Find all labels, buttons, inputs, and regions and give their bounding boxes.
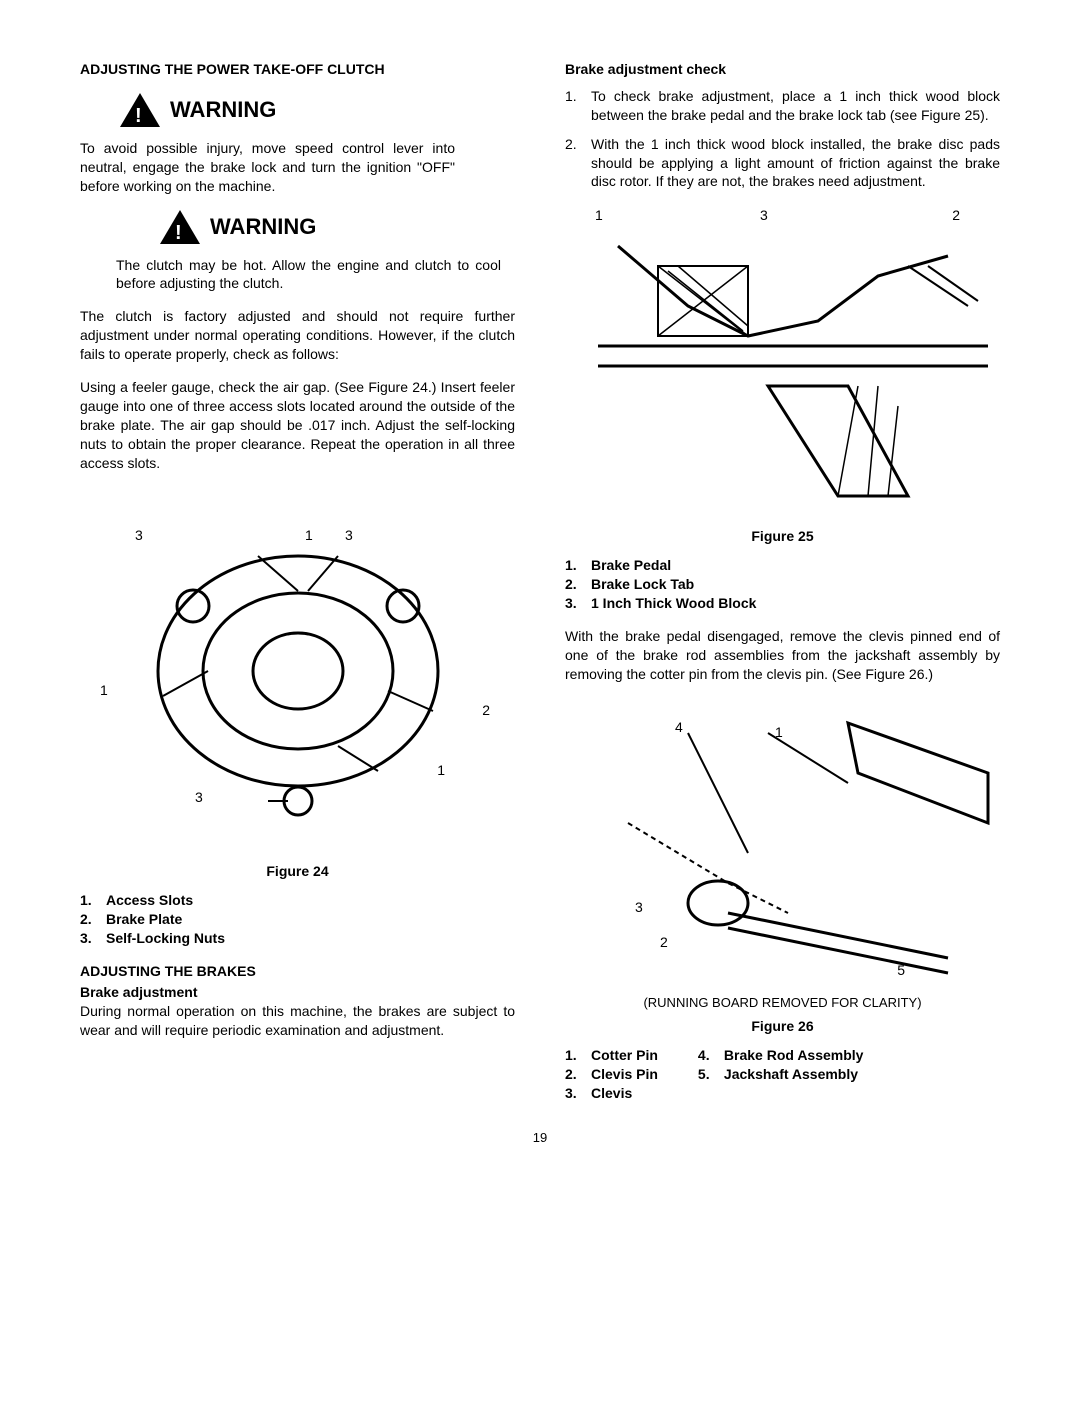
list-item: 3.1 Inch Thick Wood Block (565, 594, 1000, 613)
warning-1-text: To avoid possible injury, move speed con… (80, 139, 455, 196)
page-number: 19 (80, 1129, 1000, 1147)
fig25-callout-1: 1 (595, 206, 603, 225)
figure-25: 1 3 2 (565, 201, 1000, 521)
list-item: 1.Cotter Pin (565, 1046, 658, 1065)
fig24-callout-3b: 3 (345, 526, 353, 545)
subheading-brake-check: Brake adjustment check (565, 60, 1000, 79)
fig24-callout-3a: 3 (135, 526, 143, 545)
legend-left: 1.Cotter Pin 2.Clevis Pin 3.Clevis (565, 1046, 658, 1103)
list-item: 1.To check brake adjustment, place a 1 i… (565, 87, 1000, 125)
figure-24: 3 1 3 1 2 1 3 (80, 486, 515, 856)
warning-icon (160, 210, 200, 244)
warning-label: WARNING (210, 212, 316, 242)
fig25-callout-3: 3 (760, 206, 768, 225)
figure-26-note: (RUNNING BOARD REMOVED FOR CLARITY) (565, 994, 1000, 1012)
clevis-para: With the brake pedal disengaged, remove … (565, 627, 1000, 684)
list-item: 4.Brake Rod Assembly (698, 1046, 864, 1065)
subheading-brake-adjustment: Brake adjustment (80, 983, 515, 1002)
list-item: 5.Jackshaft Assembly (698, 1065, 864, 1084)
fig24-callout-1c: 1 (437, 761, 445, 780)
fig24-callout-1: 1 (305, 526, 313, 545)
legend-right: 4.Brake Rod Assembly 5.Jackshaft Assembl… (698, 1046, 864, 1103)
list-item: 2.Brake Lock Tab (565, 575, 1000, 594)
fig26-callout-3: 3 (635, 898, 643, 917)
fig24-callout-3c: 3 (195, 788, 203, 807)
clutch-para-1: The clutch is factory adjusted and shoul… (80, 307, 515, 364)
heading-pto-clutch: ADJUSTING THE POWER TAKE-OFF CLUTCH (80, 60, 515, 79)
fig26-callout-5: 5 (897, 961, 905, 980)
figure-26-caption: Figure 26 (565, 1017, 1000, 1036)
brake-adjustment-para: During normal operation on this machine,… (80, 1002, 515, 1040)
figure-25-legend: 1.Brake Pedal 2.Brake Lock Tab 3.1 Inch … (565, 556, 1000, 613)
figure-24-caption: Figure 24 (80, 862, 515, 881)
figure-26: 4 1 3 2 5 (565, 698, 1000, 988)
clutch-para-2: Using a feeler gauge, check the air gap.… (80, 378, 515, 472)
warning-block-2: WARNING (160, 210, 515, 244)
warning-label: WARNING (170, 95, 276, 125)
list-item: 3.Clevis (565, 1084, 658, 1103)
figure-24-svg (128, 491, 468, 851)
fig25-callout-2: 2 (952, 206, 960, 225)
list-item: 2.Brake Plate (80, 910, 515, 929)
list-item: 3.Self-Locking Nuts (80, 929, 515, 948)
figure-26-svg (568, 703, 998, 983)
warning-2-text: The clutch may be hot. Allow the engine … (116, 256, 501, 294)
figure-24-legend: 1.Access Slots 2.Brake Plate 3.Self-Lock… (80, 891, 515, 948)
warning-block-1: WARNING (120, 93, 515, 127)
right-column: Brake adjustment check 1.To check brake … (565, 60, 1000, 1117)
figure-26-legend: 1.Cotter Pin 2.Clevis Pin 3.Clevis 4.Bra… (565, 1046, 1000, 1103)
list-item: 1.Access Slots (80, 891, 515, 910)
heading-brakes: ADJUSTING THE BRAKES (80, 962, 515, 981)
brake-check-steps: 1.To check brake adjustment, place a 1 i… (565, 87, 1000, 191)
fig24-callout-1b: 1 (100, 681, 108, 700)
figure-25-svg (568, 206, 998, 516)
fig26-callout-2: 2 (660, 933, 668, 952)
warning-icon (120, 93, 160, 127)
fig26-callout-4: 4 (675, 718, 683, 737)
list-item: 2.With the 1 inch thick wood block insta… (565, 135, 1000, 192)
list-item: 2.Clevis Pin (565, 1065, 658, 1084)
fig24-callout-2: 2 (482, 701, 490, 720)
page-columns: ADJUSTING THE POWER TAKE-OFF CLUTCH WARN… (80, 60, 1000, 1117)
left-column: ADJUSTING THE POWER TAKE-OFF CLUTCH WARN… (80, 60, 515, 1117)
figure-25-caption: Figure 25 (565, 527, 1000, 546)
list-item: 1.Brake Pedal (565, 556, 1000, 575)
fig26-callout-1: 1 (775, 723, 783, 742)
